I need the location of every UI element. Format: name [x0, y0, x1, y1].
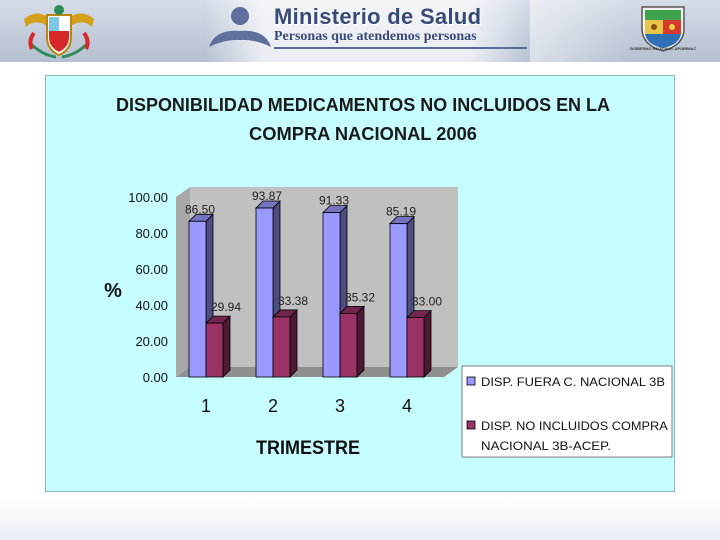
- y-tick-label: 60.00: [135, 262, 168, 277]
- regional-caption: GOBIERNO REGIONAL APURIMAC: [629, 46, 697, 51]
- chart-title-line-2: COMPRA NACIONAL 2006: [249, 124, 477, 144]
- tagline-underline: [274, 47, 527, 49]
- bar-front: [322, 212, 341, 378]
- bar-series-2-cat-3: [339, 305, 365, 378]
- header-banner: Ministerio de Salud Personas que atendem…: [0, 0, 720, 62]
- y-tick-label: 100.00: [128, 190, 168, 205]
- y-tick-label: 20.00: [135, 334, 168, 349]
- regional-coat-of-arms-icon: [641, 6, 685, 52]
- header-fade: [530, 0, 630, 62]
- plot-side-wall: [176, 187, 190, 377]
- bar-series-2-cat-4: [406, 309, 432, 378]
- y-tick-label: 0.00: [143, 370, 168, 385]
- bar-series-2-cat-1: [205, 315, 231, 378]
- data-label: 29.94: [211, 300, 241, 314]
- plot-floor: [176, 367, 458, 377]
- x-tick-label: 2: [268, 396, 278, 416]
- bar-series-group: [188, 200, 432, 378]
- y-tick-label: 80.00: [135, 226, 168, 241]
- bar-front: [205, 322, 224, 378]
- y-axis-title: %: [104, 280, 122, 302]
- coat-of-arms-peru-icon: [24, 5, 94, 59]
- bar-front: [389, 223, 408, 378]
- legend-label-series-2-line-2: NACIONAL 3B-ACEP.: [481, 439, 611, 453]
- bar-chart: DISPONIBILIDAD MEDICAMENTOS NO INCLUIDOS…: [104, 95, 673, 459]
- bar-side: [356, 305, 365, 378]
- data-label: 86.50: [185, 202, 215, 216]
- bar-side: [289, 308, 298, 378]
- bar-front: [339, 313, 358, 378]
- ministry-tagline: Personas que atendemos personas: [274, 29, 477, 44]
- person-icon: [209, 7, 271, 47]
- chart-panel: DISPONIBILIDAD MEDICAMENTOS NO INCLUIDOS…: [45, 75, 675, 492]
- bar-front: [406, 317, 425, 378]
- y-tick-label: 40.00: [135, 298, 168, 313]
- bar-front: [188, 220, 207, 378]
- chart-title-line-1: DISPONIBILIDAD MEDICAMENTOS NO INCLUIDOS…: [116, 95, 610, 115]
- page-bottom-fade: [0, 500, 720, 540]
- bar-series-1-cat-4: [389, 215, 415, 378]
- legend-box: [461, 365, 673, 458]
- bar-series-2-cat-2: [272, 308, 298, 378]
- x-axis-ticks: 1 2 3 4: [201, 396, 412, 416]
- legend-swatch-series-2: [466, 420, 476, 430]
- x-axis-title: TRIMESTRE: [256, 438, 360, 459]
- data-label: 35.32: [345, 290, 375, 304]
- x-tick-label: 3: [335, 396, 345, 416]
- data-labels: 86.50 29.94 93.87 33.38 91.33 35.32 85.19 33.00: [185, 189, 442, 314]
- legend-label-series-2-line-1: DISP. NO INCLUIDOS COMPRA: [481, 419, 668, 433]
- data-label: 85.19: [386, 205, 416, 219]
- header-highlight-band: [205, 0, 530, 62]
- y-axis-ticks: 0.00 20.00 40.00 60.00 80.00 100.00: [128, 190, 168, 385]
- data-label: 93.87: [252, 189, 282, 203]
- bar-side: [222, 315, 231, 378]
- bar-side: [423, 309, 432, 378]
- ministry-title: Ministerio de Salud: [274, 4, 482, 29]
- legend-label-series-2: DISP. NO INCLUIDOS COMPRA NACIONAL 3B-AC…: [481, 419, 670, 453]
- legend-label-series-1: DISP. FUERA C. NACIONAL 3B: [481, 375, 665, 389]
- legend-swatch-series-1: [466, 376, 476, 386]
- data-label: 33.38: [278, 294, 308, 308]
- x-tick-label: 4: [402, 396, 412, 416]
- x-tick-label: 1: [201, 396, 211, 416]
- data-label: 91.33: [319, 194, 349, 208]
- bar-front: [272, 316, 291, 378]
- data-label: 33.00: [412, 295, 442, 309]
- bar-front: [255, 207, 274, 378]
